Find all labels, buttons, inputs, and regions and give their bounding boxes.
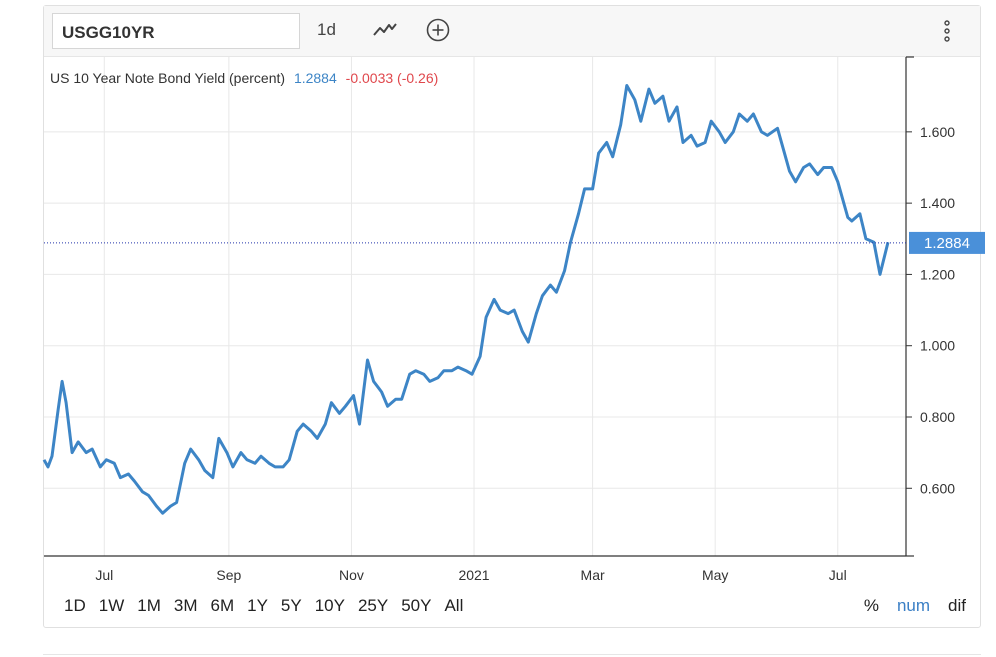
kebab-menu-icon[interactable]	[940, 18, 954, 49]
x-tick-label: Nov	[339, 567, 364, 583]
y-tick-label: 1.400	[920, 195, 955, 211]
legend: US 10 Year Note Bond Yield (percent) 1.2…	[50, 70, 438, 86]
range-button-all[interactable]: All	[444, 596, 464, 615]
legend-change: -0.0033 (-0.26)	[346, 70, 439, 86]
range-button-1w[interactable]: 1W	[98, 596, 125, 615]
range-button-50y[interactable]: 50Y	[401, 596, 432, 615]
axis-labels: 0.600 0.800 1.000 1.200 1.400 1.600 Jul Sep Nov 2…	[95, 124, 955, 583]
series-line	[42, 84, 890, 515]
y-tick-label: 0.600	[920, 480, 955, 496]
range-button-3m[interactable]: 3M	[173, 596, 198, 615]
range-button-25y[interactable]: 25Y	[357, 596, 389, 615]
x-tick-label: Sep	[216, 567, 241, 583]
line-chart-icon[interactable]	[372, 19, 398, 46]
y-tick-label: 1.000	[920, 338, 955, 354]
x-tick-label: Jul	[829, 567, 847, 583]
chart-widget: USGG10YR 1d 1D 1W 1M 3M 6M 1Y 5Y 10Y 25Y 50Y All %…	[43, 5, 981, 628]
chart-toolbar: USGG10YR 1d	[44, 6, 980, 57]
range-button-1d[interactable]: 1D	[64, 596, 86, 615]
x-tick-label: 2021	[458, 567, 489, 583]
plus-circle-icon[interactable]	[425, 17, 451, 48]
x-tick-label: Mar	[581, 567, 605, 583]
x-tick-label: Jul	[95, 567, 113, 583]
mode-button-num[interactable]: num	[896, 596, 931, 615]
range-button-10y[interactable]: 10Y	[314, 596, 345, 615]
y-tick-label: 0.800	[920, 409, 955, 425]
last-value-tag	[909, 231, 985, 254]
interval-selector[interactable]: 1d	[317, 20, 336, 39]
bottom-divider	[43, 654, 981, 655]
range-button-5y[interactable]: 5Y	[280, 596, 302, 615]
mode-button-dif[interactable]: dif	[948, 596, 966, 615]
x-tick-label: May	[702, 567, 728, 583]
mode-selector: % num dif	[846, 596, 966, 616]
range-button-6m[interactable]: 6M	[210, 596, 235, 615]
range-selector: 1D 1W 1M 3M 6M 1Y 5Y 10Y 25Y 50Y All	[64, 596, 476, 616]
legend-value: 1.2884	[294, 70, 337, 86]
legend-series-name: US 10 Year Note Bond Yield (percent)	[50, 70, 285, 86]
y-tick-label: 1.600	[920, 124, 955, 140]
mode-button-percent[interactable]: %	[863, 596, 879, 615]
series-group: 1.2884	[42, 84, 985, 515]
symbol-input[interactable]: USGG10YR	[52, 13, 300, 49]
range-button-1m[interactable]: 1M	[137, 596, 161, 615]
axes	[44, 56, 914, 557]
range-button-1y[interactable]: 1Y	[247, 596, 268, 615]
y-tick-label: 1.200	[920, 266, 955, 282]
last-value-label: 1.2884	[924, 235, 970, 252]
gridlines	[44, 57, 906, 556]
